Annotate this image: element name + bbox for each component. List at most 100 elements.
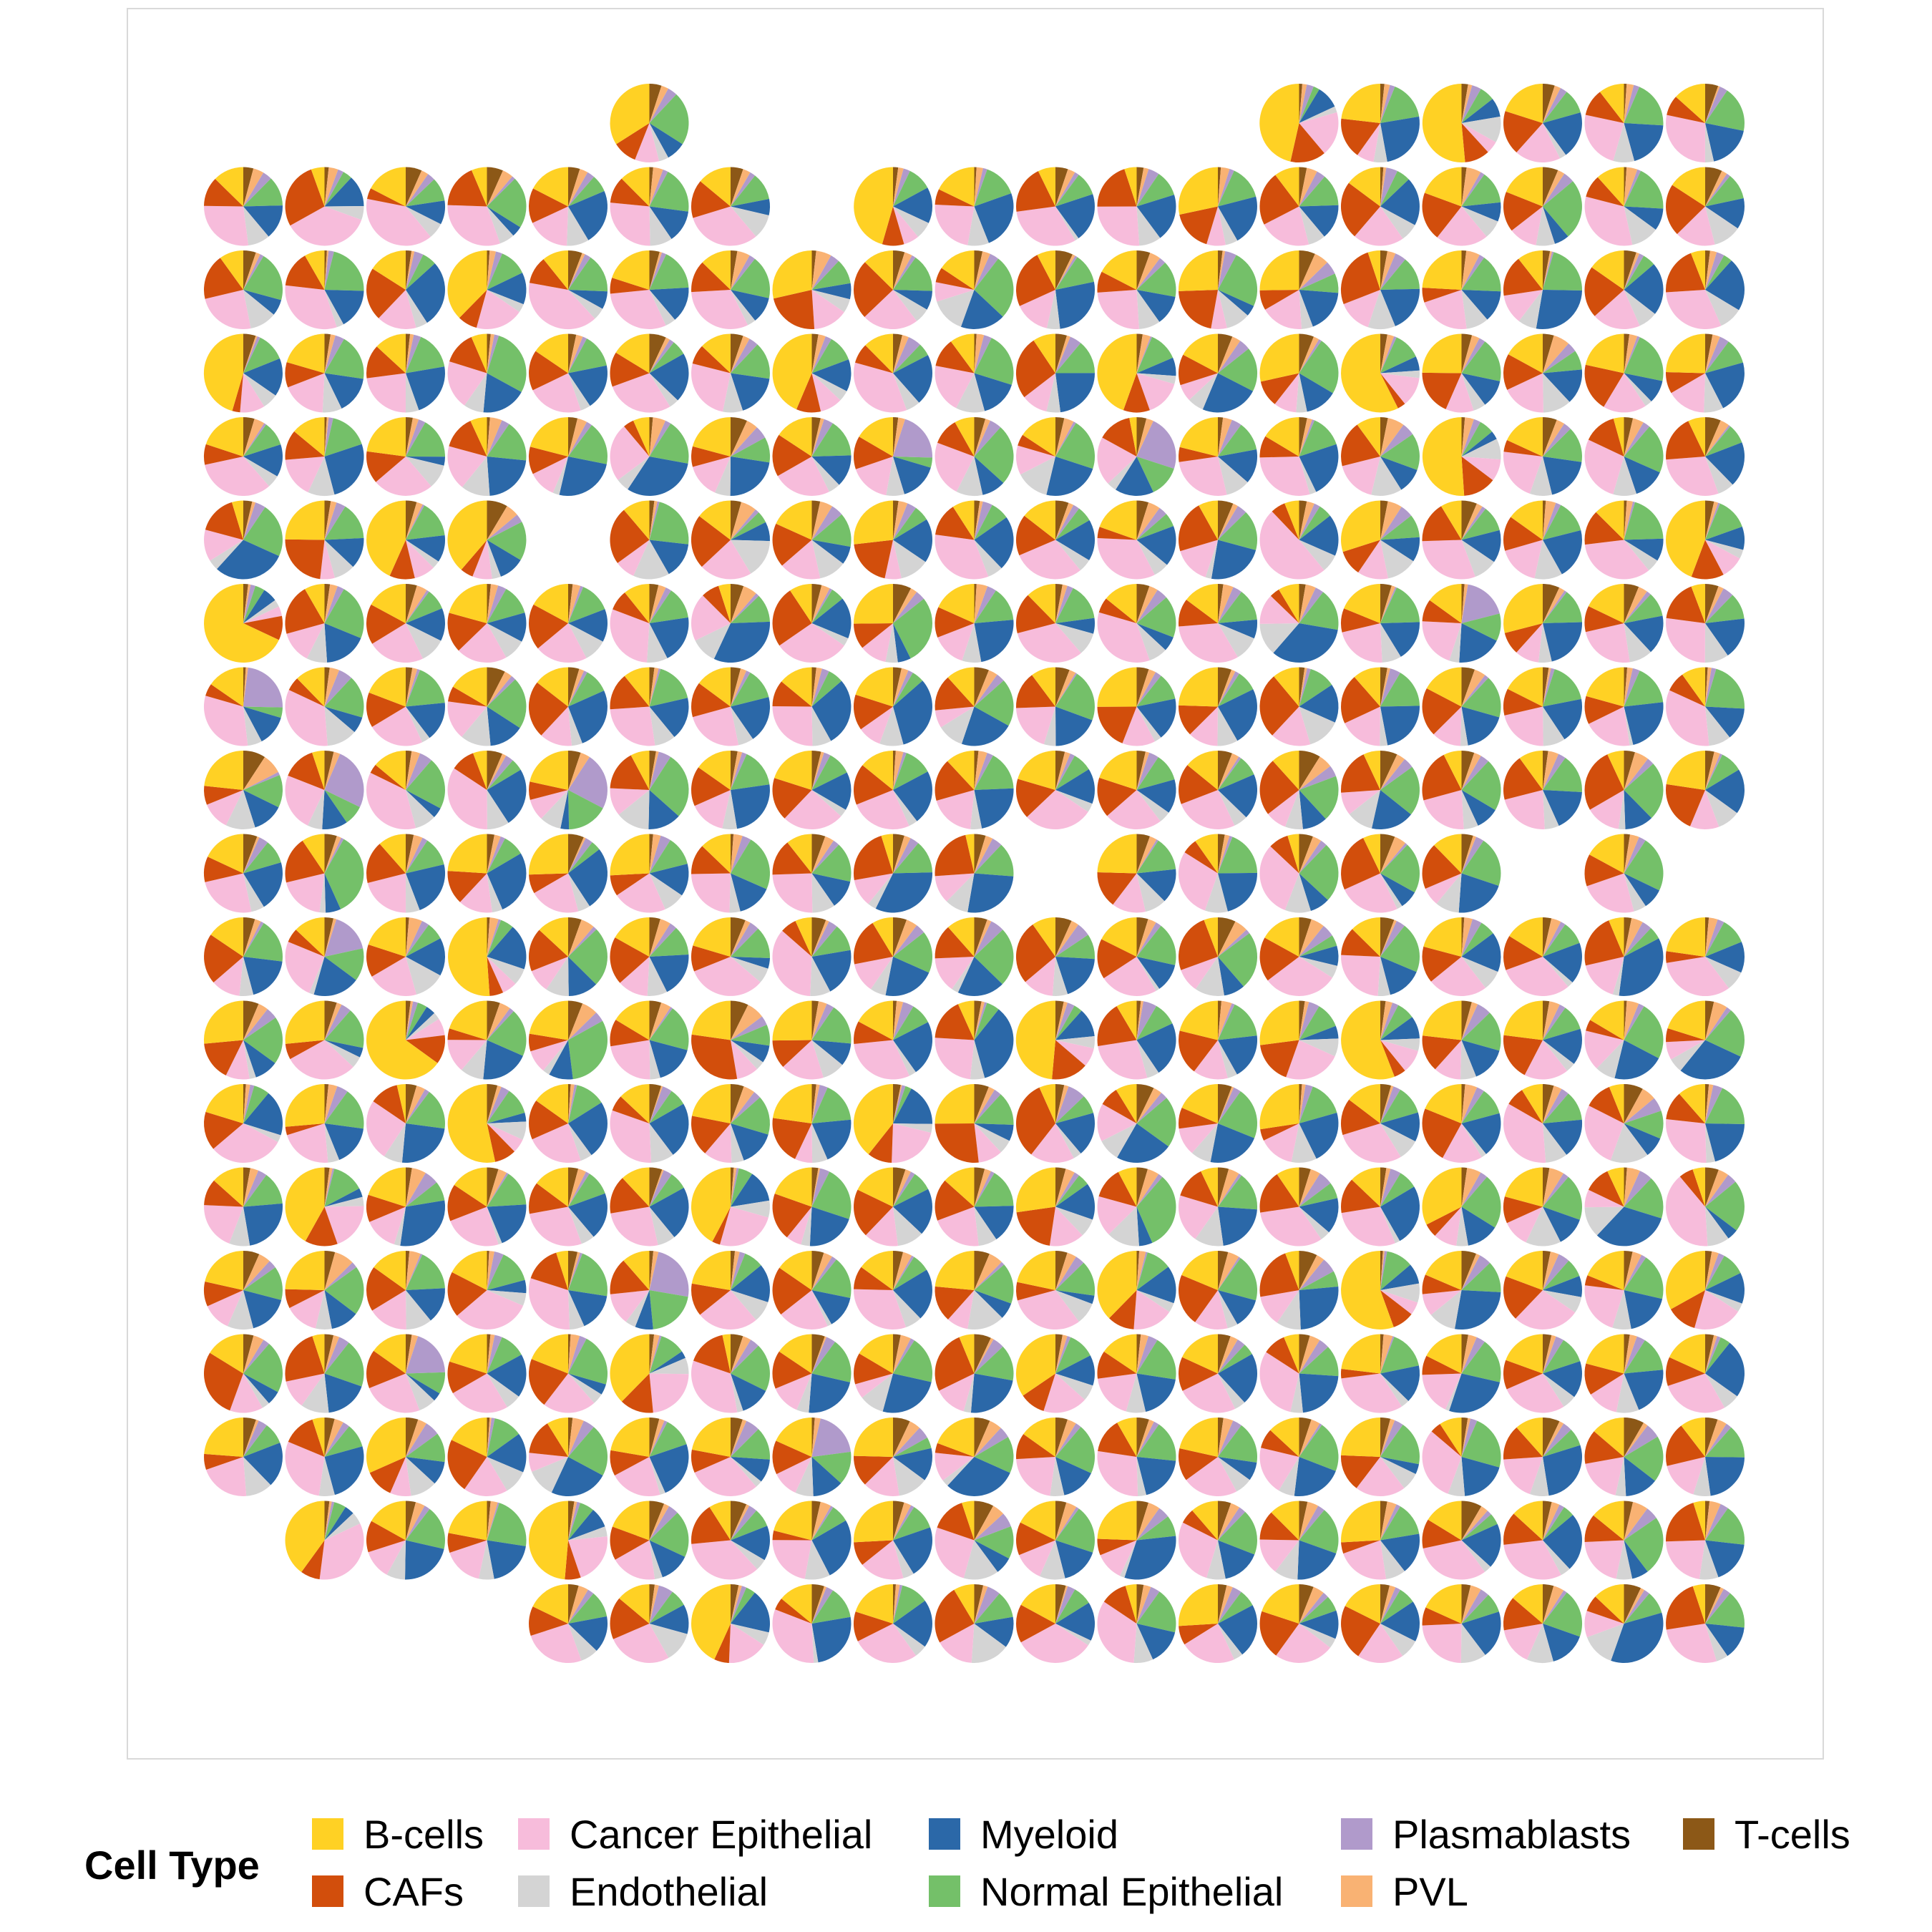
pie-spot (1097, 1584, 1176, 1664)
pie-slice-cancer-epithelial (204, 530, 243, 561)
pie-slice-normal-epithelial (1705, 503, 1742, 540)
pie-slice-t-cells (731, 333, 743, 374)
pie-slice-plasmablasts (1461, 1418, 1478, 1457)
pie-slice-myeloid (487, 1434, 527, 1473)
pie-slice-myeloid (1136, 195, 1176, 238)
pie-slice-cancer-epithelial (1178, 1195, 1218, 1239)
pie-slice-normal-epithelial (1136, 1591, 1176, 1633)
pie-slice-t-cells (1136, 500, 1149, 540)
pie-spot (285, 917, 364, 996)
pie-spot (853, 917, 933, 997)
pie-slice-t-cells (1299, 167, 1307, 207)
pie-slice-myeloid (1210, 1123, 1254, 1163)
pie-slice-pvl (1380, 1418, 1395, 1457)
pie-spot (1097, 1418, 1176, 1497)
pie-slice-pvl (324, 334, 336, 374)
pie-spot (1259, 584, 1339, 663)
pie-spot (610, 1167, 689, 1246)
pie-slice-normal-epithelial (1218, 592, 1257, 623)
pie-slice-t-cells (893, 1334, 901, 1374)
pie-slice-b-cells (1588, 584, 1624, 623)
pie-slice-cancer-epithelial (1019, 540, 1080, 580)
pie-slice-b-cells (470, 417, 487, 457)
pie-slice-cafs (1584, 1515, 1624, 1542)
pie-slice-cafs (204, 1180, 243, 1207)
pie-slice-t-cells (1705, 584, 1719, 623)
pie-slice-normal-epithelial (406, 505, 445, 540)
pie-spot (204, 1418, 283, 1496)
pie-spot (853, 1584, 932, 1664)
pie-slice-t-cells (1299, 417, 1307, 457)
pie-slice-cafs (772, 1351, 812, 1389)
legend-swatch (1341, 1875, 1372, 1907)
pie-slice-endothelial (1136, 540, 1167, 575)
pie-slice-b-cells (1017, 1251, 1055, 1290)
pie-slice-normal-epithelial (1055, 508, 1090, 540)
pie-slice-plasmablasts (974, 921, 1003, 957)
pie-slice-b-cells (691, 1251, 731, 1290)
pie-slice-b-cells (1015, 1167, 1055, 1213)
pie-spot (1584, 1084, 1664, 1163)
pie-slice-t-cells (1055, 333, 1067, 374)
pie-slice-cancer-epithelial (610, 1290, 650, 1322)
pie-slice-plasmablasts (243, 667, 283, 708)
pie-slice-b-cells (790, 584, 812, 623)
pie-slice-myeloid (1046, 457, 1093, 496)
pie-slice-pvl (811, 1501, 831, 1541)
pie-slice-normal-epithelial (1543, 758, 1582, 792)
pie-slice-plasmablasts (487, 1172, 509, 1207)
pie-slice-pvl (243, 1335, 264, 1374)
pie-slice-t-cells (406, 584, 417, 623)
pie-slice-normal-epithelial (1380, 434, 1420, 470)
pie-slice-t-cells (1543, 1501, 1552, 1541)
pie-slice-pvl (243, 584, 251, 623)
pie-spot (610, 834, 689, 913)
pie-slice-t-cells (1218, 917, 1236, 957)
pie-slice-plasmablasts (1218, 1003, 1235, 1040)
pie-slice-cancer-epithelial (371, 957, 416, 996)
pie-spot (1015, 1334, 1095, 1413)
pie-slice-plasmablasts (1055, 1257, 1084, 1290)
pie-slice-myeloid (885, 957, 930, 997)
pie-slice-endothelial (487, 623, 522, 658)
pie-slice-endothelial (1380, 206, 1415, 239)
pie-slice-cancer-epithelial (786, 1206, 812, 1245)
pie-slice-endothelial (1616, 1540, 1633, 1580)
pie-slice-b-cells (795, 917, 812, 957)
pie-spot (1015, 667, 1095, 746)
pie-slice-normal-epithelial (324, 839, 364, 909)
pie-slice-pvl (731, 1336, 751, 1374)
pie-slice-cancer-epithelial (811, 373, 841, 411)
pie-slice-endothelial (1461, 290, 1488, 329)
pie-slice-endothelial (1526, 1206, 1561, 1246)
pie-slice-endothelial (1126, 1373, 1146, 1413)
pie-slice-myeloid (1461, 1206, 1496, 1246)
pie-slice-myeloid (635, 1290, 653, 1330)
pie-slice-endothelial (406, 457, 444, 487)
pie-slice-plasmablasts (1461, 1172, 1488, 1207)
pie-spot (285, 1501, 364, 1580)
pie-slice-t-cells (1380, 583, 1392, 623)
pie-slice-cancer-epithelial (1423, 790, 1464, 829)
pie-slice-b-cells (625, 584, 650, 623)
pie-spot (1666, 1000, 1745, 1080)
pie-slice-endothelial (893, 1624, 925, 1656)
pie-slice-normal-epithelial (1461, 174, 1501, 207)
pie-slice-cafs (1503, 1513, 1543, 1545)
pie-slice-myeloid (243, 444, 283, 477)
pie-slice-b-cells (853, 584, 893, 624)
pie-slice-plasmablasts (568, 756, 608, 809)
pie-slice-cancer-epithelial (1342, 623, 1382, 663)
pie-slice-endothelial (568, 1624, 597, 1661)
pie-spot (1422, 1083, 1501, 1163)
pie-slice-b-cells (452, 1251, 487, 1290)
pie-slice-b-cells (1682, 667, 1705, 707)
pie-slice-normal-epithelial (406, 670, 445, 707)
pie-slice-endothelial (1218, 1624, 1243, 1660)
pie-slice-cafs (1667, 97, 1705, 123)
pie-slice-b-cells (1271, 1501, 1299, 1541)
pie-slice-pvl (1705, 250, 1717, 290)
pie-slice-plasmablasts (811, 1337, 836, 1374)
pie-spot (772, 584, 852, 663)
pie-slice-myeloid (406, 1373, 440, 1401)
